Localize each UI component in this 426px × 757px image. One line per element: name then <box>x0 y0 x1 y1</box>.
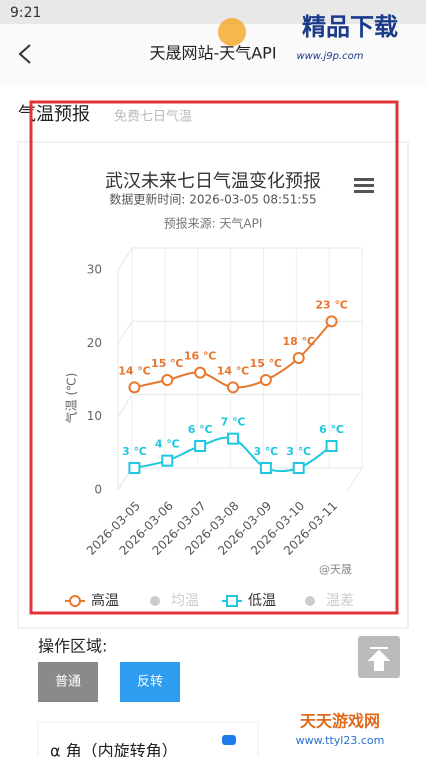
legend-label: 高温 <box>91 592 119 609</box>
legend-marker <box>69 595 81 607</box>
legend-label: 温差 <box>326 593 354 609</box>
point <box>194 440 207 452</box>
legend-label: 均温 <box>171 593 199 609</box>
button[interactable] <box>120 662 180 702</box>
watermark-url: www.j9p.com <box>296 51 363 62</box>
button-label: 反转 <box>137 675 163 690</box>
header <box>0 24 426 84</box>
data-label: 4 ℃ <box>155 438 180 451</box>
y-tick-label: 30 <box>87 263 102 277</box>
data-label: 16 ℃ <box>184 350 216 363</box>
data-label: 15 ℃ <box>151 357 183 370</box>
watermark-url: www.ttyl23.com <box>296 734 385 747</box>
point <box>128 462 141 474</box>
status-bar <box>0 0 426 24</box>
legend-label: 低温 <box>248 593 276 609</box>
point <box>161 454 174 467</box>
watermark: 天天游戏网 <box>300 712 380 731</box>
legend-marker <box>305 596 315 606</box>
controls-title: 操作区域: <box>38 637 107 656</box>
point <box>128 381 141 394</box>
section-subtitle: 免费七日气温 <box>114 109 192 125</box>
legend-marker <box>226 595 238 607</box>
data-label: 3 ℃ <box>253 445 278 458</box>
data-label: 3 ℃ <box>122 445 147 458</box>
watermark: 精品下载 <box>302 13 398 41</box>
data-label: 18 ℃ <box>282 335 314 348</box>
data-label: 7 ℃ <box>221 416 246 429</box>
data-label: 14 ℃ <box>217 364 249 377</box>
section-title: 气温预报 <box>18 104 90 125</box>
slider-handle[interactable] <box>222 735 236 745</box>
data-label: 3 ℃ <box>286 445 311 458</box>
button[interactable] <box>38 662 98 702</box>
highlight-box <box>29 100 399 615</box>
chart-title: 武汉未来七日气温变化预报 <box>105 171 321 192</box>
status-time: 9:21 <box>10 5 41 21</box>
scroll-top-icon <box>367 647 391 671</box>
watermark-logo <box>218 18 246 46</box>
y-tick-label: 10 <box>87 409 102 423</box>
y-tick-label: 20 <box>87 336 102 350</box>
point <box>325 440 338 452</box>
data-label: 23 ℃ <box>315 298 347 311</box>
point <box>292 462 305 474</box>
credit: @天晟 <box>319 563 352 576</box>
data-label: 15 ℃ <box>250 357 282 370</box>
point <box>227 432 239 445</box>
back-button[interactable] <box>18 44 31 64</box>
data-label: 14 ℃ <box>118 364 150 377</box>
point <box>292 352 305 364</box>
header-title: 天晟网站-天气API <box>149 44 276 63</box>
point <box>161 374 174 386</box>
point <box>325 315 338 328</box>
slider-label: α 角（内旋转角） <box>50 742 178 757</box>
legend-marker <box>150 596 160 606</box>
point <box>194 366 207 379</box>
point <box>259 374 272 386</box>
menu-icon[interactable] <box>354 178 374 193</box>
point <box>259 462 272 474</box>
chart-source: 预报来源: 天气API <box>164 216 263 231</box>
point <box>227 381 239 394</box>
button-label: 普通 <box>55 675 81 690</box>
chart-subtitle: 数据更新时间: 2026-03-05 08:51:55 <box>109 192 316 207</box>
y-tick-label: 0 <box>94 483 102 497</box>
data-label: 6 ℃ <box>188 423 213 436</box>
slider-panel <box>37 721 259 757</box>
data-label: 6 ℃ <box>319 423 344 436</box>
y-axis-label: 气温 (℃) <box>64 373 79 424</box>
chart-card <box>17 141 409 629</box>
